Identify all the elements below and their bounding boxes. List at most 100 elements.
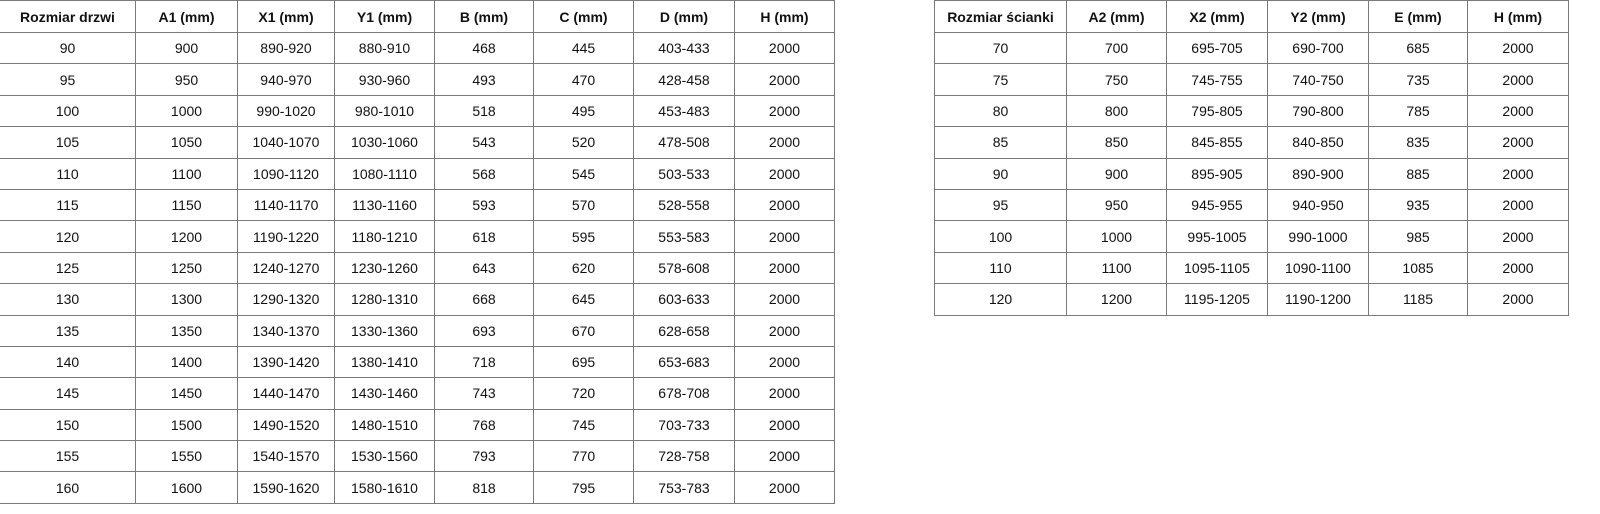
table-cell: 1600 xyxy=(135,471,238,504)
table-cell: 468 xyxy=(434,31,534,65)
table-row: 160 1600 1590-1620 1580-1610 818 795 753-783 20… xyxy=(0,471,835,504)
table-cell: 643 xyxy=(434,251,534,285)
table-row: 110 1100 1090-1120 1080-1110 568 545 503-533 20… xyxy=(0,157,835,190)
header-row: Rozmiar drzwi A1 (mm) X1 (mm) Y1 (mm) B (mm)… xyxy=(0,0,835,33)
column-header: C (mm) xyxy=(533,0,634,33)
table-cell: 1580-1610 xyxy=(334,471,435,504)
table-cell: 528-558 xyxy=(633,188,735,222)
table-row: 105 1050 1040-1070 1030-1060 543 520 478-508 20… xyxy=(0,126,835,159)
table-cell: 70 xyxy=(934,31,1067,65)
column-header: H (mm) xyxy=(1467,0,1569,33)
table-cell: 1130-1160 xyxy=(334,188,435,222)
table-cell: 478-508 xyxy=(633,126,735,159)
table-row: 155 1550 1540-1570 1530-1560 793 770 728-758 20… xyxy=(0,440,835,473)
table-cell: 2000 xyxy=(734,157,835,190)
table-cell: 110 xyxy=(934,251,1067,285)
table-cell: 628-658 xyxy=(633,314,735,347)
table-cell: 1530-1560 xyxy=(334,440,435,473)
table-cell: 140 xyxy=(0,345,136,379)
table-cell: 105 xyxy=(0,126,136,159)
table-cell: 745 xyxy=(533,408,634,442)
table-cell: 1250 xyxy=(135,251,238,285)
table-cell: 945-955 xyxy=(1166,188,1268,222)
table-cell: 950 xyxy=(1066,188,1167,222)
header-row: Rozmiar ścianki A2 (mm) X2 (mm) Y2 (mm) E (m… xyxy=(934,0,1569,33)
table-row: 120 1200 1195-1205 1190-1200 1185 2000 xyxy=(934,283,1569,316)
table-cell: 753-783 xyxy=(633,471,735,504)
table-row: 120 1200 1190-1220 1180-1210 618 595 553-583 20… xyxy=(0,220,835,253)
table-cell: 790-800 xyxy=(1267,94,1369,128)
table-cell: 2000 xyxy=(1467,251,1569,285)
table-cell: 145 xyxy=(0,377,136,410)
table-cell: 1100 xyxy=(1066,251,1167,285)
door-dimensions-table: Rozmiar drzwi A1 (mm) X1 (mm) Y1 (mm) B (mm)… xyxy=(0,0,835,504)
table-cell: 1030-1060 xyxy=(334,126,435,159)
column-header: B (mm) xyxy=(434,0,534,33)
table-cell: 980-1010 xyxy=(334,94,435,128)
table-cell: 2000 xyxy=(1467,126,1569,159)
table-cell: 1550 xyxy=(135,440,238,473)
table-cell: 1100 xyxy=(135,157,238,190)
table-cell: 740-750 xyxy=(1267,63,1369,96)
table-cell: 1280-1310 xyxy=(334,283,435,316)
table-cell: 690-700 xyxy=(1267,31,1369,65)
table-cell: 90 xyxy=(934,157,1067,190)
table-cell: 703-733 xyxy=(633,408,735,442)
table-cell: 670 xyxy=(533,314,634,347)
table-cell: 1300 xyxy=(135,283,238,316)
table-cell: 1085 xyxy=(1368,251,1468,285)
table-cell: 668 xyxy=(434,283,534,316)
table-cell: 653-683 xyxy=(633,345,735,379)
column-header: D (mm) xyxy=(633,0,735,33)
table-cell: 900 xyxy=(1066,157,1167,190)
table-cell: 120 xyxy=(0,220,136,253)
table-cell: 125 xyxy=(0,251,136,285)
table-cell: 2000 xyxy=(734,63,835,96)
table-cell: 800 xyxy=(1066,94,1167,128)
table-cell: 593 xyxy=(434,188,534,222)
table-row: 145 1450 1440-1470 1430-1460 743 720 678-708 20… xyxy=(0,377,835,410)
table-cell: 678-708 xyxy=(633,377,735,410)
table-cell: 90 xyxy=(0,31,136,65)
table-cell: 445 xyxy=(533,31,634,65)
table-cell: 2000 xyxy=(734,188,835,222)
table-cell: 1040-1070 xyxy=(237,126,335,159)
table-cell: 470 xyxy=(533,63,634,96)
table-row: 135 1350 1340-1370 1330-1360 693 670 628-658 20… xyxy=(0,314,835,347)
table-cell: 1190-1220 xyxy=(237,220,335,253)
table-row: 90 900 890-920 880-910 468 445 403-433 2000 xyxy=(0,31,835,65)
table-cell: 428-458 xyxy=(633,63,735,96)
table-cell: 95 xyxy=(0,63,136,96)
table-cell: 840-850 xyxy=(1267,126,1369,159)
table-cell: 545 xyxy=(533,157,634,190)
table-cell: 603-633 xyxy=(633,283,735,316)
table-cell: 2000 xyxy=(1467,188,1569,222)
table-cell: 940-970 xyxy=(237,63,335,96)
column-header: E (mm) xyxy=(1368,0,1468,33)
table-cell: 403-433 xyxy=(633,31,735,65)
table-cell: 543 xyxy=(434,126,534,159)
table-cell: 520 xyxy=(533,126,634,159)
wall-dimensions-table: Rozmiar ścianki A2 (mm) X2 (mm) Y2 (mm) E (m… xyxy=(934,0,1569,316)
table-cell: 985 xyxy=(1368,220,1468,253)
table-cell: 1340-1370 xyxy=(237,314,335,347)
table-cell: 793 xyxy=(434,440,534,473)
table-cell: 2000 xyxy=(1467,283,1569,316)
table-cell: 890-900 xyxy=(1267,157,1369,190)
table-cell: 1050 xyxy=(135,126,238,159)
table-cell: 1000 xyxy=(1066,220,1167,253)
table-cell: 2000 xyxy=(1467,63,1569,96)
table-cell: 845-855 xyxy=(1166,126,1268,159)
table-cell: 85 xyxy=(934,126,1067,159)
table-row: 110 1100 1095-1105 1090-1100 1085 2000 xyxy=(934,251,1569,285)
table-cell: 2000 xyxy=(734,94,835,128)
table-cell: 2000 xyxy=(1467,94,1569,128)
table-cell: 130 xyxy=(0,283,136,316)
table-cell: 1230-1260 xyxy=(334,251,435,285)
table-cell: 885 xyxy=(1368,157,1468,190)
table-cell: 2000 xyxy=(734,314,835,347)
table-cell: 120 xyxy=(934,283,1067,316)
column-header: A2 (mm) xyxy=(1066,0,1167,33)
table-cell: 100 xyxy=(934,220,1067,253)
table-cell: 1290-1320 xyxy=(237,283,335,316)
